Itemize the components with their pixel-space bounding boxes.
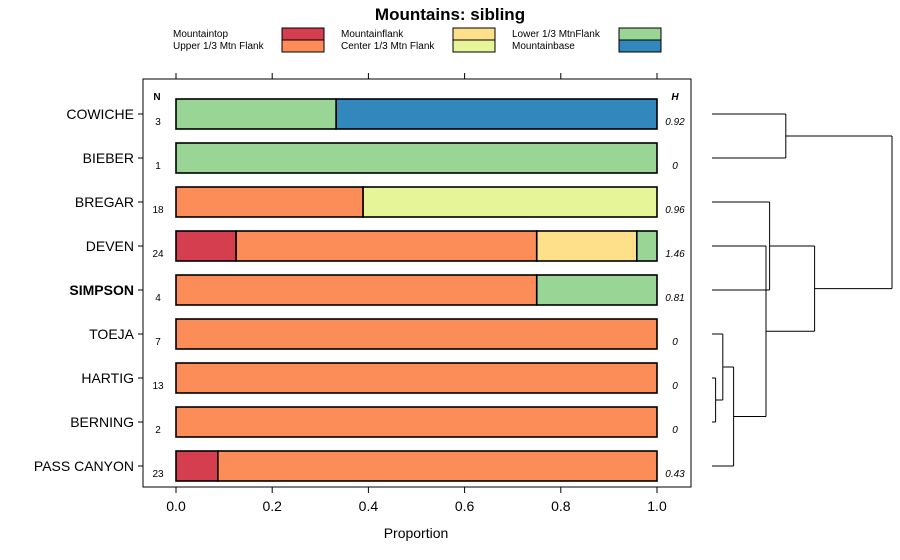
row-label: SIMPSON [69, 282, 134, 298]
bar-segment [335, 98, 658, 130]
n-value: 4 [155, 293, 161, 304]
legend-swatch [452, 39, 496, 53]
row-label: BREGAR [75, 194, 134, 210]
h-value: 0.81 [665, 293, 684, 304]
bar-segment [175, 406, 658, 438]
row-label: PASS CANYON [34, 458, 134, 474]
legend-label: Lower 1/3 MtnFlank [512, 29, 601, 40]
bar-segment [175, 230, 237, 262]
x-tick-label: 0.4 [359, 498, 379, 514]
n-value: 1 [155, 161, 161, 172]
legend-label: Center 1/3 Mtn Flank [341, 41, 435, 52]
h-value: 0.92 [665, 117, 685, 128]
h-value: 0 [672, 337, 678, 348]
h-value: 0 [672, 381, 678, 392]
n-header: N [153, 92, 160, 103]
n-value: 24 [152, 249, 164, 260]
legend-swatch [281, 39, 325, 53]
row-label: COWICHE [66, 106, 134, 122]
h-value: 0 [672, 425, 678, 436]
legend-swatch [618, 27, 662, 41]
bar-segment [535, 274, 658, 306]
legend-label: Upper 1/3 Mtn Flank [173, 41, 265, 52]
legend-swatch [452, 27, 496, 41]
bar-segment [175, 186, 364, 218]
legend-label: Mountaintop [173, 29, 228, 40]
n-value: 3 [155, 117, 161, 128]
bar-segment [362, 186, 658, 218]
bar-segment [217, 450, 658, 482]
legend-swatch [281, 27, 325, 41]
h-header: H [671, 92, 679, 103]
h-value: 1.46 [665, 249, 685, 260]
x-tick-label: 1.0 [647, 498, 667, 514]
h-value: 0.96 [665, 205, 685, 216]
h-value: 0.43 [665, 469, 685, 480]
x-tick-label: 0.2 [262, 498, 282, 514]
bar-segment [635, 230, 658, 262]
legend-label: Mountainbase [512, 41, 575, 52]
n-value: 23 [152, 469, 164, 480]
row-label: HARTIG [81, 370, 134, 386]
x-tick-label: 0.0 [166, 498, 186, 514]
bar-segment [175, 274, 538, 306]
x-tick-label: 0.8 [551, 498, 571, 514]
bar-segment [235, 230, 538, 262]
n-value: 18 [152, 205, 164, 216]
n-value: 7 [155, 337, 161, 348]
bar-segment [535, 230, 638, 262]
row-label: TOEJA [89, 326, 135, 342]
x-tick-label: 0.6 [455, 498, 475, 514]
row-label: DEVEN [86, 238, 134, 254]
bar-segment [175, 318, 658, 350]
legend-swatch [618, 39, 662, 53]
x-axis-title: Proportion [384, 525, 449, 541]
bar-segment [175, 98, 337, 130]
chart-title: Mountains: sibling [375, 5, 525, 24]
plot-frame [142, 78, 692, 488]
legend-label: Mountainflank [341, 29, 404, 40]
bar-segment [175, 362, 658, 394]
row-label: BIEBER [83, 150, 134, 166]
bar-segment [175, 142, 658, 174]
n-value: 2 [155, 425, 161, 436]
h-value: 0 [672, 161, 678, 172]
n-value: 13 [152, 381, 164, 392]
row-label: BERNING [70, 414, 134, 430]
bar-segment [175, 450, 219, 482]
